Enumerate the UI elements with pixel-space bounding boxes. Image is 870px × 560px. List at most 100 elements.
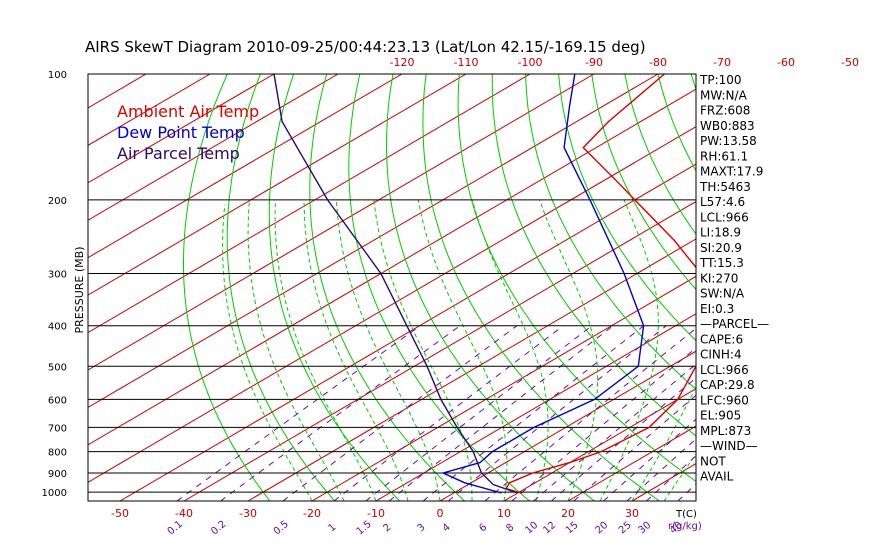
stat-line: LCL:966 xyxy=(700,363,749,377)
y-tick-label: 500 xyxy=(48,362,67,373)
moist-adiabat-line xyxy=(539,199,599,501)
x-top-tick-label: -50 xyxy=(841,56,859,69)
stat-line: SI:20.9 xyxy=(700,241,742,255)
moist-adiabat-line xyxy=(599,199,659,501)
stat-line: TT:15.3 xyxy=(699,256,744,270)
x-bottom-tick-label: -40 xyxy=(175,507,193,520)
x-top-tick-label: -60 xyxy=(777,56,795,69)
moist-adiabat-line xyxy=(663,452,696,501)
dry-adiabat-line xyxy=(385,74,595,501)
stat-line: NOT xyxy=(700,454,726,468)
y-tick-label: 1000 xyxy=(42,488,67,499)
dry-adiabat-line xyxy=(857,74,870,501)
stat-line: CINH:4 xyxy=(700,348,742,362)
series-line xyxy=(441,74,645,494)
isotherm-line xyxy=(88,74,595,371)
x-top-tick-label: -110 xyxy=(454,56,479,69)
mixing-ratio-label: 6 xyxy=(477,522,489,535)
mixing-ratio-line xyxy=(282,325,518,501)
mixing-ratio-line xyxy=(646,455,696,501)
mixing-ratio-label: 0.5 xyxy=(272,519,291,538)
dry-adiabat-line xyxy=(558,74,696,342)
stat-line: LI:18.9 xyxy=(700,226,741,240)
mixing-ratio-label: 1 xyxy=(327,522,339,535)
mixing-ratio-label: 2 xyxy=(382,522,394,535)
isotherm-line xyxy=(88,126,696,483)
y-tick-label: 600 xyxy=(48,395,67,406)
y-tick-label: 700 xyxy=(48,423,67,434)
moist-adiabat-line xyxy=(631,385,696,501)
mixing-ratio-line xyxy=(365,325,593,501)
x-top-tick-label: -70 xyxy=(713,56,731,69)
y-tick-label: 400 xyxy=(48,322,67,333)
x-top-tick-label: -100 xyxy=(518,56,543,69)
mixing-ratio-label: 15 xyxy=(564,520,581,537)
x-bottom-tick-label: 0 xyxy=(437,507,444,520)
mixing-ratio-line xyxy=(333,325,564,501)
mixing-ratio-label: 10 xyxy=(523,520,540,537)
isotherm-lines xyxy=(88,74,696,501)
stat-line: —WIND— xyxy=(700,439,758,453)
mixing-ratio-label: 20 xyxy=(593,520,610,537)
stat-line: —PARCEL— xyxy=(700,317,769,331)
y-tick-label: 300 xyxy=(48,270,67,281)
legend: Ambient Air Temp Dew Point Temp Air Parcel… xyxy=(117,102,259,163)
mixing-ratio-label: 0.2 xyxy=(209,519,228,538)
dry-adiabat-line xyxy=(226,74,336,501)
dry-adiabat-line xyxy=(824,74,870,501)
x-bottom-tick-label: -30 xyxy=(239,507,257,520)
moist-adiabat-lines xyxy=(222,199,870,501)
mixing-ratio-line xyxy=(176,325,421,501)
x-bottom-tick-label: 30 xyxy=(625,507,639,520)
stat-line: WB0:883 xyxy=(700,119,755,133)
y-axis-label: PRESSURE (MB) xyxy=(73,247,86,334)
isotherm-line xyxy=(375,313,696,501)
mixing-ratio-line xyxy=(220,325,461,501)
isotherm-line xyxy=(88,74,403,259)
stat-line: CAP:29.8 xyxy=(700,378,755,392)
moist-adiabat-line xyxy=(222,204,313,501)
y-tick-label: 800 xyxy=(48,448,67,459)
stat-line: PW:13.58 xyxy=(700,134,757,148)
mixing-ratio-label: 3 xyxy=(416,522,428,535)
y-tick-label: 100 xyxy=(48,70,67,81)
dry-adiabat-line xyxy=(757,74,870,501)
mixing-ratio-label: 0.1 xyxy=(166,519,185,538)
stat-line: MPL:873 xyxy=(700,424,751,438)
moist-adiabat-line xyxy=(728,200,870,501)
y-tick-label: 900 xyxy=(48,469,67,480)
mixing-ratio-line xyxy=(484,327,696,501)
x-bottom-tick-label: -20 xyxy=(303,507,321,520)
isotherm-line xyxy=(311,275,696,501)
isotherm-line xyxy=(88,88,696,446)
chart-title: AIRS SkewT Diagram 2010-09-25/00:44:23.1… xyxy=(85,38,646,56)
isotherm-line xyxy=(439,350,696,501)
stat-line: TH:5463 xyxy=(699,180,751,194)
x-top-tick-label: -120 xyxy=(390,56,415,69)
stat-line: LFC:960 xyxy=(700,393,749,407)
isotherm-line xyxy=(503,388,696,501)
mixing-ratio-line xyxy=(388,325,614,501)
moist-adiabat-line xyxy=(373,199,473,501)
series-line xyxy=(273,74,518,494)
stat-line: AVAIL xyxy=(700,470,734,484)
dry-adiabat-line xyxy=(525,74,696,390)
stat-line: TP:100 xyxy=(699,73,742,87)
isotherm-line xyxy=(88,74,467,296)
dry-adiabat-line xyxy=(422,74,660,501)
x-bottom-tick-label: -50 xyxy=(111,507,129,520)
stat-line: RH:61.1 xyxy=(700,149,748,163)
mixing-ratio-unit-label: r(g/kg) xyxy=(668,521,702,532)
dry-adiabat-line xyxy=(791,74,870,501)
mixing-ratio-line xyxy=(533,363,696,501)
stat-line: MW:N/A xyxy=(700,88,748,102)
x-bottom-tick-label: -10 xyxy=(367,507,385,520)
stat-line: MAXT:17.9 xyxy=(700,165,763,179)
dry-adiabat-line xyxy=(183,74,271,501)
legend-entry: Dew Point Temp xyxy=(117,123,245,142)
plot-frame xyxy=(87,73,697,502)
moist-adiabat-line xyxy=(247,199,345,501)
